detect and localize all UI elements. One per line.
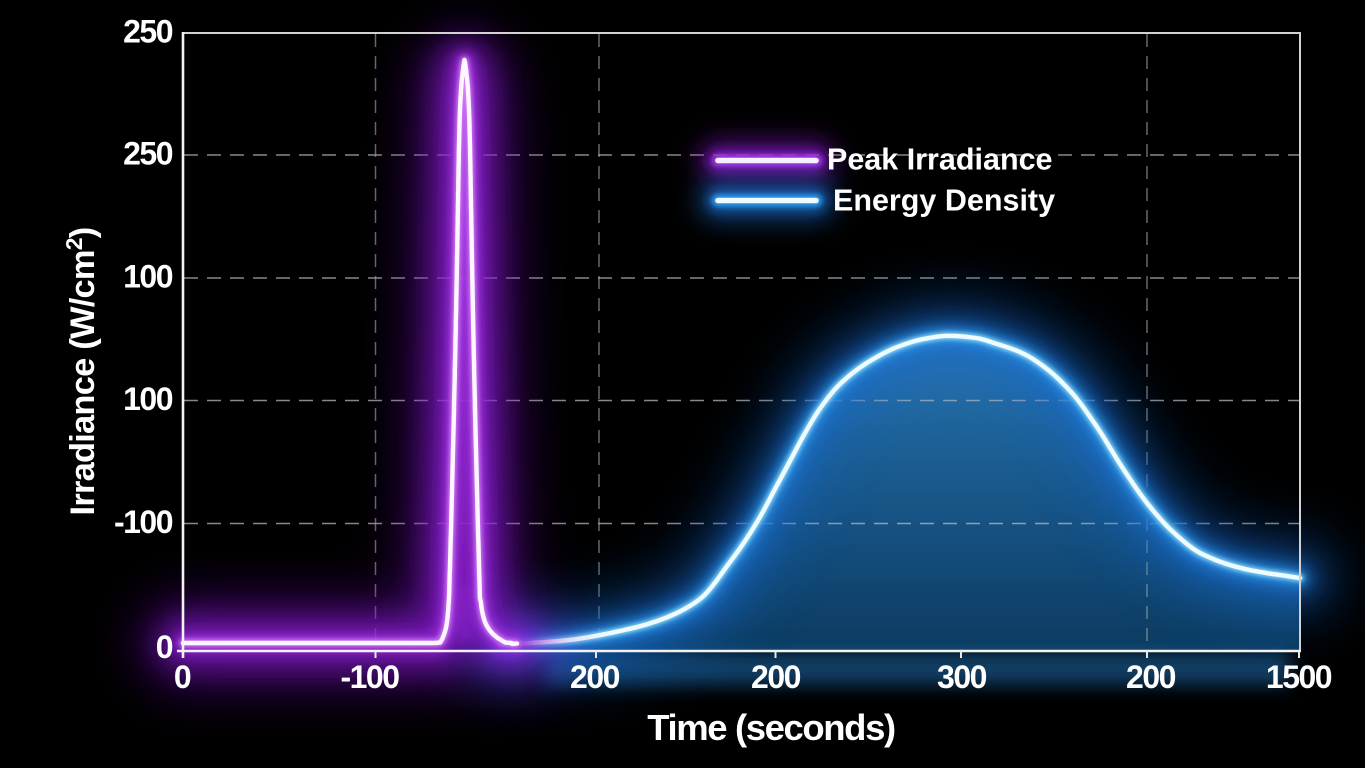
svg-text:0: 0 xyxy=(174,659,191,695)
svg-text:Irradiance (W/cm2): Irradiance (W/cm2) xyxy=(61,228,102,516)
svg-text:100: 100 xyxy=(123,381,173,417)
svg-text:-100: -100 xyxy=(114,504,173,540)
svg-text:200: 200 xyxy=(1126,659,1176,695)
svg-text:1500: 1500 xyxy=(1266,659,1332,695)
svg-text:250: 250 xyxy=(123,14,173,50)
svg-text:250: 250 xyxy=(123,136,173,172)
svg-text:Peak Irradiance: Peak Irradiance xyxy=(827,143,1053,177)
svg-text:Time (seconds): Time (seconds) xyxy=(647,707,895,748)
svg-text:0: 0 xyxy=(156,629,173,665)
svg-text:200: 200 xyxy=(570,659,620,695)
svg-text:-100: -100 xyxy=(340,659,399,695)
svg-text:200: 200 xyxy=(751,659,801,695)
svg-text:100: 100 xyxy=(123,259,173,295)
svg-text:300: 300 xyxy=(937,659,987,695)
svg-text:Energy Density: Energy Density xyxy=(833,184,1055,218)
